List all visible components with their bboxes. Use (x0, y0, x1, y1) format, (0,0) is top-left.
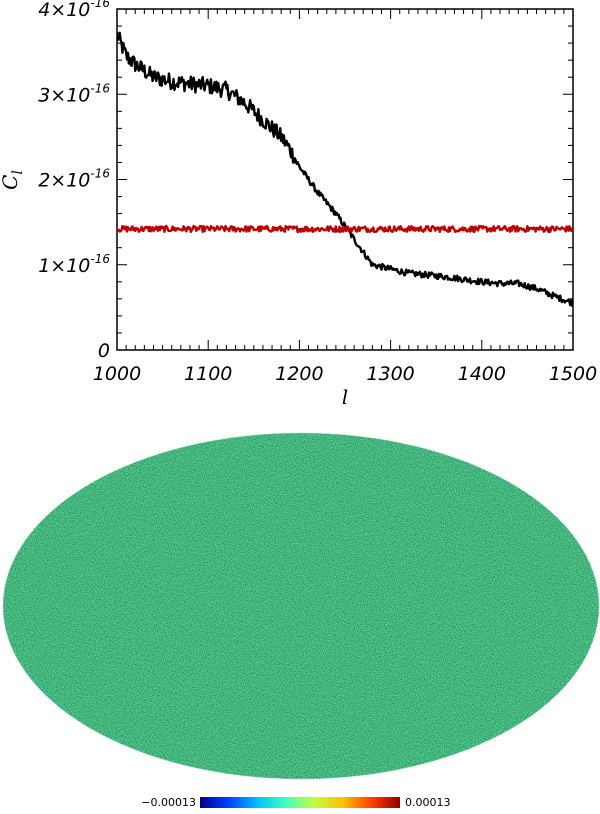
map-outline (2, 432, 600, 780)
series-line-1 (117, 31, 573, 307)
y-tick-label: 2×10-16 (38, 167, 110, 192)
y-tick-label: 1×10-16 (38, 252, 110, 277)
y-tick-label: 4×10-16 (38, 0, 110, 21)
y-tick-label: 0 (98, 340, 110, 362)
colorbar-max-label: 0.00013 (405, 796, 451, 809)
x-ticks: 1000 1100 1200 1300 1400 1500 (93, 9, 597, 385)
plot-frame (116, 8, 574, 351)
x-tick-label: 1100 (184, 363, 232, 385)
y-ticks: 0 1×10-16 2×10-16 3×10-16 4×10-16 (38, 0, 573, 362)
y-axis-label: Cl (0, 170, 26, 190)
colorbar: −0.00013 0.00013 (141, 796, 450, 809)
x-axis-label: l (342, 385, 348, 409)
x-tick-label: 1200 (275, 363, 323, 385)
colorbar-bar (200, 797, 400, 808)
x-tick-label: 1300 (366, 363, 414, 385)
x-tick-label: 1000 (93, 363, 141, 385)
x-tick-label: 1500 (549, 363, 597, 385)
x-tick-label: 1400 (458, 363, 506, 385)
line-chart: 1000 1100 1200 1300 1400 1500 0 1×10-16 2×10-16… (0, 0, 597, 409)
map-noise-blue (3, 433, 599, 779)
colorbar-min-label: −0.00013 (141, 796, 196, 809)
mollweide-map (2, 432, 600, 780)
series-group (117, 31, 573, 307)
y-tick-label: 3×10-16 (38, 81, 110, 106)
svg-text:Cl: Cl (0, 170, 26, 190)
series-line-2 (117, 224, 573, 234)
